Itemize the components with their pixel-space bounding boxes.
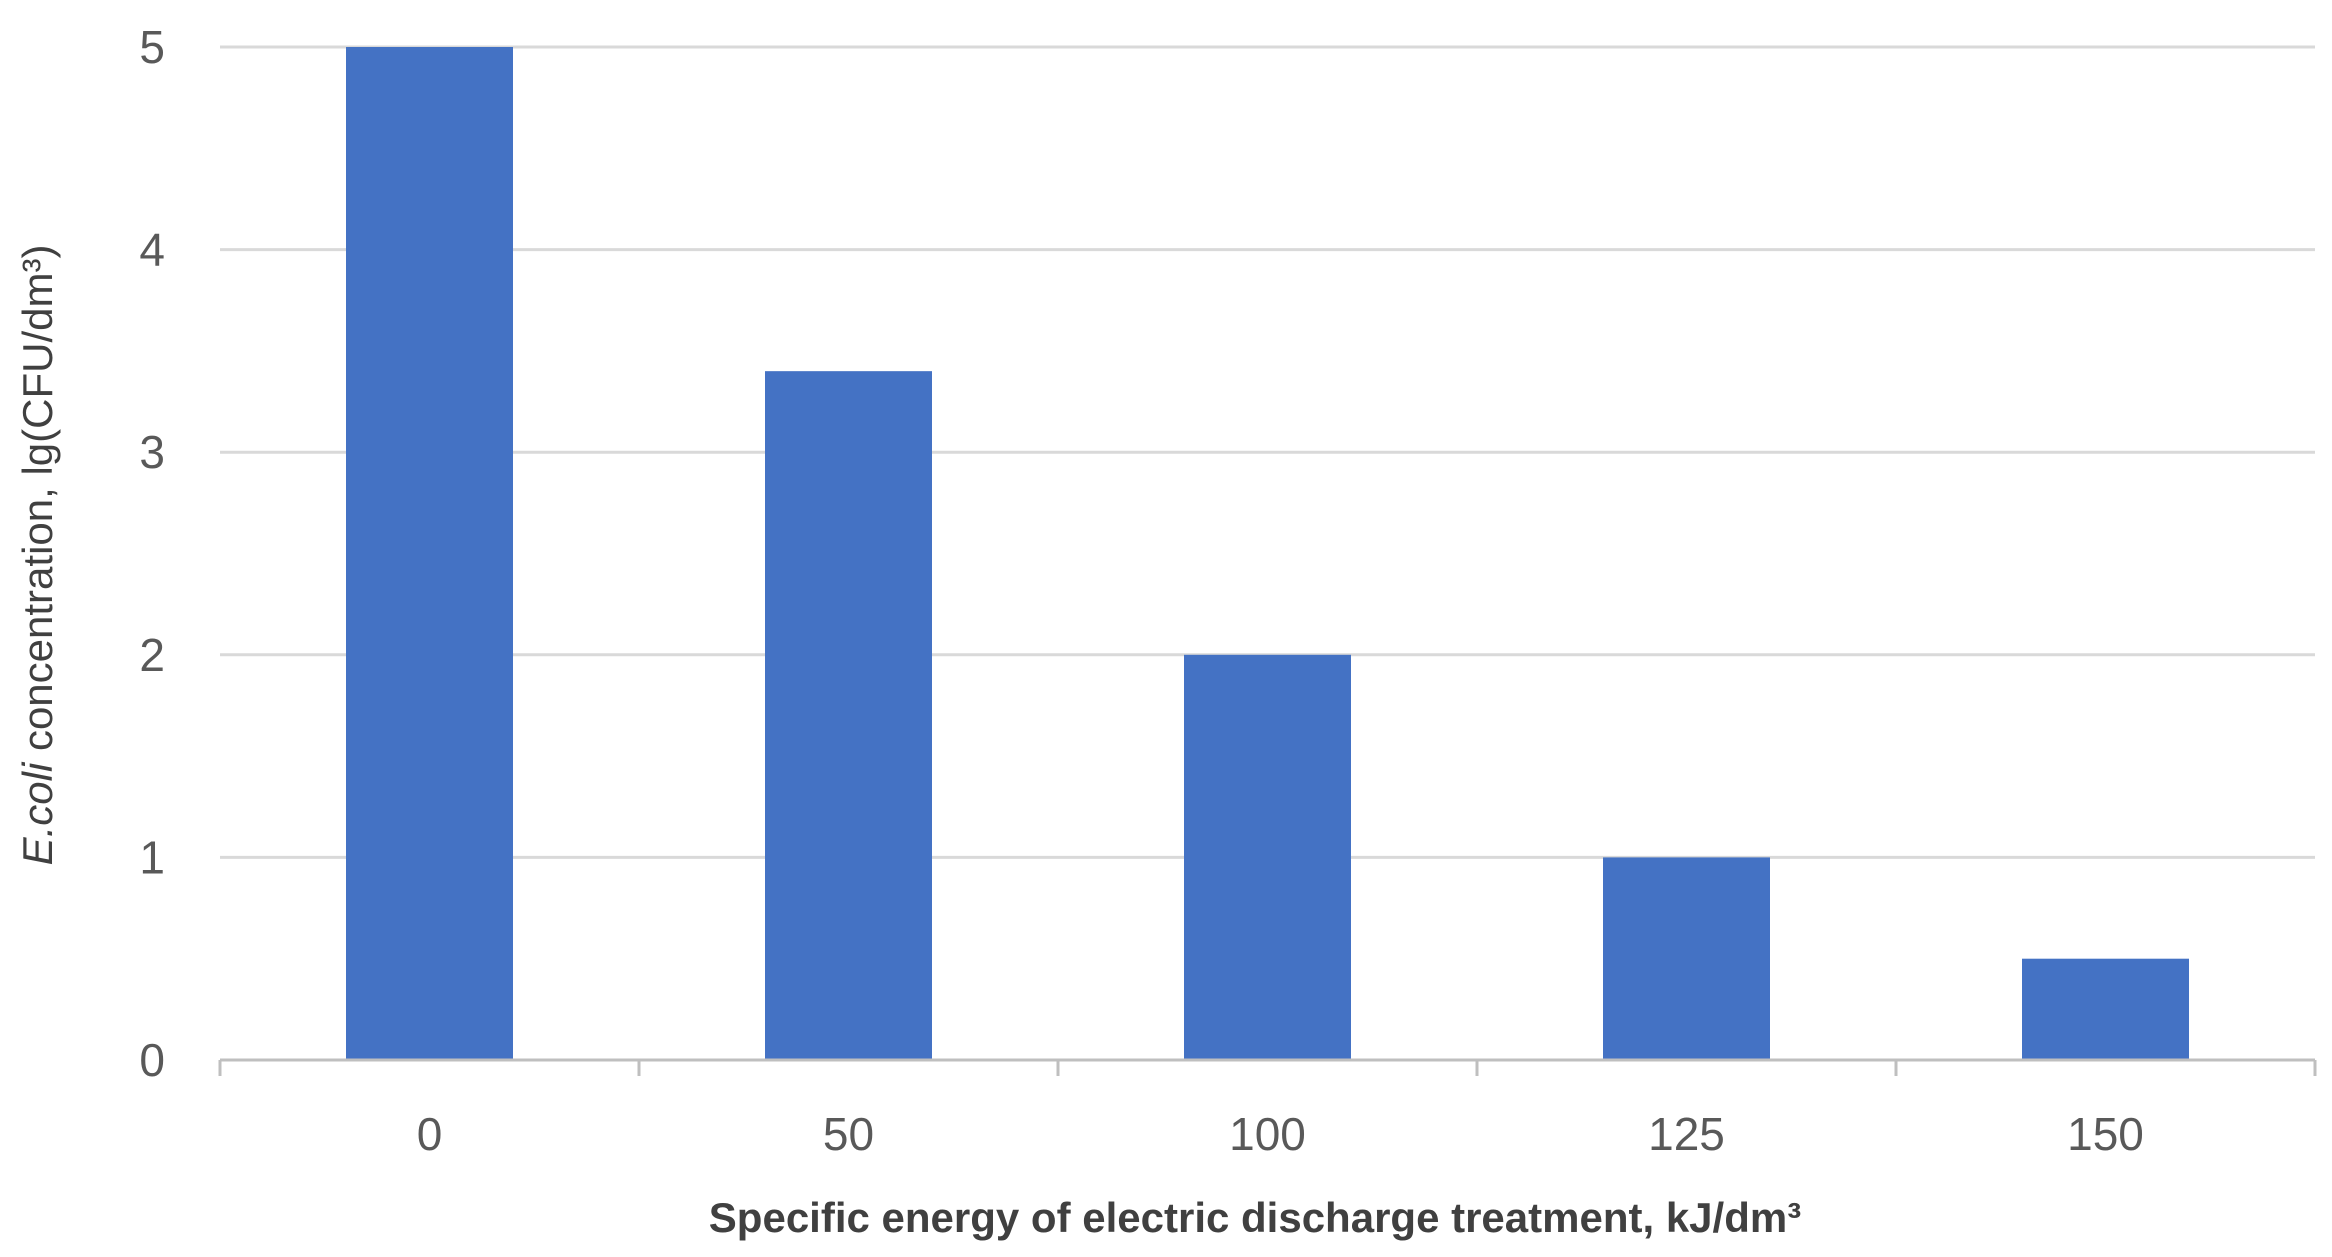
- x-tick-label: 125: [1648, 1108, 1725, 1160]
- y-axis-title: E.coli concentration, lg(CFU/dm³): [14, 245, 61, 866]
- y-axis-title-rest: concentration, lg(CFU/dm³): [14, 245, 61, 763]
- x-tick-label: 0: [417, 1108, 443, 1160]
- y-tick-label: 1: [139, 831, 165, 883]
- y-tick-label: 4: [139, 224, 165, 276]
- y-tick-label: 2: [139, 629, 165, 681]
- x-tick-label: 150: [2067, 1108, 2144, 1160]
- x-tick-label: 100: [1229, 1108, 1306, 1160]
- bar: [346, 47, 513, 1060]
- bars: [346, 47, 2189, 1060]
- y-axis-ticks: 0 1 2 3 4 5: [139, 21, 165, 1086]
- bar: [765, 371, 932, 1060]
- gridlines: [220, 45, 2315, 859]
- y-tick-label: 5: [139, 21, 165, 73]
- x-axis-title: Specific energy of electric discharge tr…: [709, 1194, 1801, 1241]
- y-tick-label: 3: [139, 426, 165, 478]
- x-axis: [218, 1058, 2317, 1076]
- x-axis-ticks: 0 50 100 125 150: [417, 1108, 2144, 1160]
- x-tick-label: 50: [823, 1108, 874, 1160]
- bar: [1184, 654, 1351, 1060]
- y-axis-title-italic: E.coli: [14, 761, 61, 865]
- bar: [1603, 857, 1770, 1060]
- bar: [2022, 958, 2189, 1060]
- y-tick-label: 0: [139, 1034, 165, 1086]
